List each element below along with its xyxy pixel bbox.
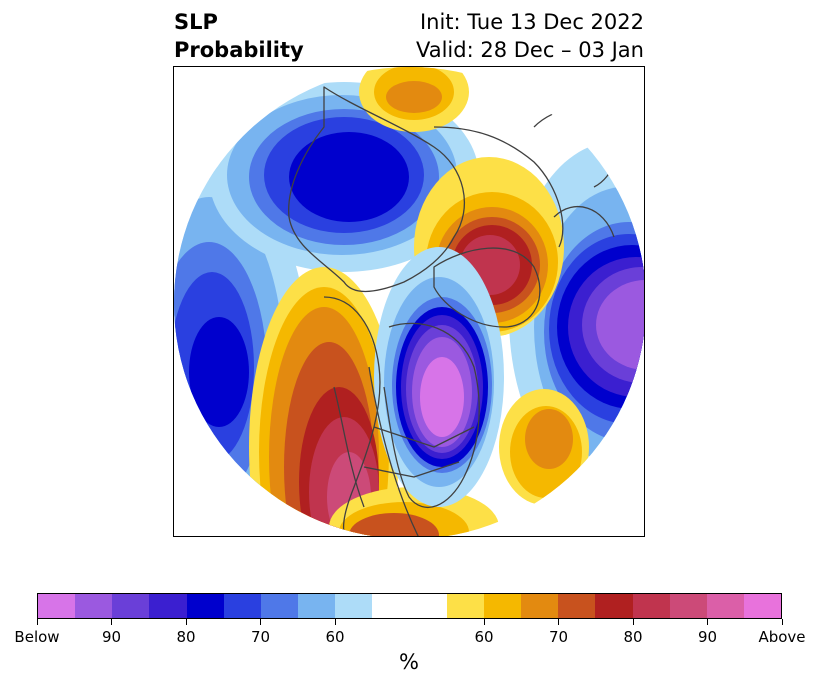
title-valid-range: Valid: 28 Dec – 03 Jan: [415, 38, 644, 62]
colorbar-segment: [335, 594, 373, 618]
blue-anomaly-asia: [209, 82, 479, 272]
colorbar-tick-label: 70: [548, 628, 569, 646]
probability-map-svg: [174, 67, 644, 536]
colorbar-segment: [595, 594, 633, 618]
colorbar-segment: [372, 594, 410, 618]
colorbar-tick-label: 90: [697, 628, 718, 646]
colorbar-tick-label: 60: [325, 628, 345, 646]
colorbar-segment: [186, 594, 224, 618]
colorbar-tick-label: 80: [176, 628, 196, 646]
colorbar-tick: [781, 619, 783, 625]
colorbar-tick-label: 80: [623, 628, 643, 646]
colorbar-segment: [149, 594, 187, 618]
colorbar-tick: [260, 619, 261, 625]
colorbar-unit-label: %: [399, 650, 419, 674]
colorbar-segment: [706, 594, 744, 618]
title-product: Probability: [174, 38, 304, 62]
colorbar-tick: [707, 619, 708, 625]
colorbar-segment: [112, 594, 150, 618]
colorbar-tick: [334, 619, 336, 625]
chart-title-right: Init: Tue 13 Dec 2022 Valid: 28 Dec – 03…: [416, 8, 644, 64]
colorbar-segment: [632, 594, 670, 618]
orange-anomaly-top: [359, 67, 469, 132]
orange-anomaly-atlantic: [499, 389, 589, 505]
colorbar-segment: [483, 594, 522, 618]
colorbar-segment: [38, 594, 76, 618]
colorbar-segment: [409, 594, 447, 618]
colorbar-tick-label: 60: [474, 628, 494, 646]
chart-title-left: SLP Probability: [174, 8, 304, 64]
colorbar-segment: [558, 594, 596, 618]
purple-anomaly-canada: [374, 247, 504, 507]
colorbar-tick: [558, 619, 559, 625]
colorbar-segment: [446, 594, 484, 618]
colorbar-segment: [223, 594, 261, 618]
polar-map: [173, 66, 645, 537]
colorbar-segment: [75, 594, 113, 618]
colorbar: [37, 593, 782, 619]
colorbar-tick: [483, 619, 485, 625]
colorbar-tick-label: 70: [250, 628, 271, 646]
colorbar-segment: [260, 594, 299, 618]
colorbar-tick: [632, 619, 634, 625]
colorbar-tick-label: 90: [101, 628, 122, 646]
colorbar-segment: [298, 594, 336, 618]
colorbar-tick-label: Above: [758, 628, 806, 646]
colorbar-tick-label: Below: [14, 628, 60, 646]
colorbar-tick: [111, 619, 112, 625]
title-init-date: Init: Tue 13 Dec 2022: [419, 10, 644, 34]
colorbar-segment: [521, 594, 559, 618]
colorbar-tick: [185, 619, 187, 625]
title-variable: SLP: [174, 10, 218, 34]
colorbar-tick: [36, 619, 38, 625]
colorbar-segment: [669, 594, 707, 618]
colorbar-segment: [743, 594, 782, 618]
